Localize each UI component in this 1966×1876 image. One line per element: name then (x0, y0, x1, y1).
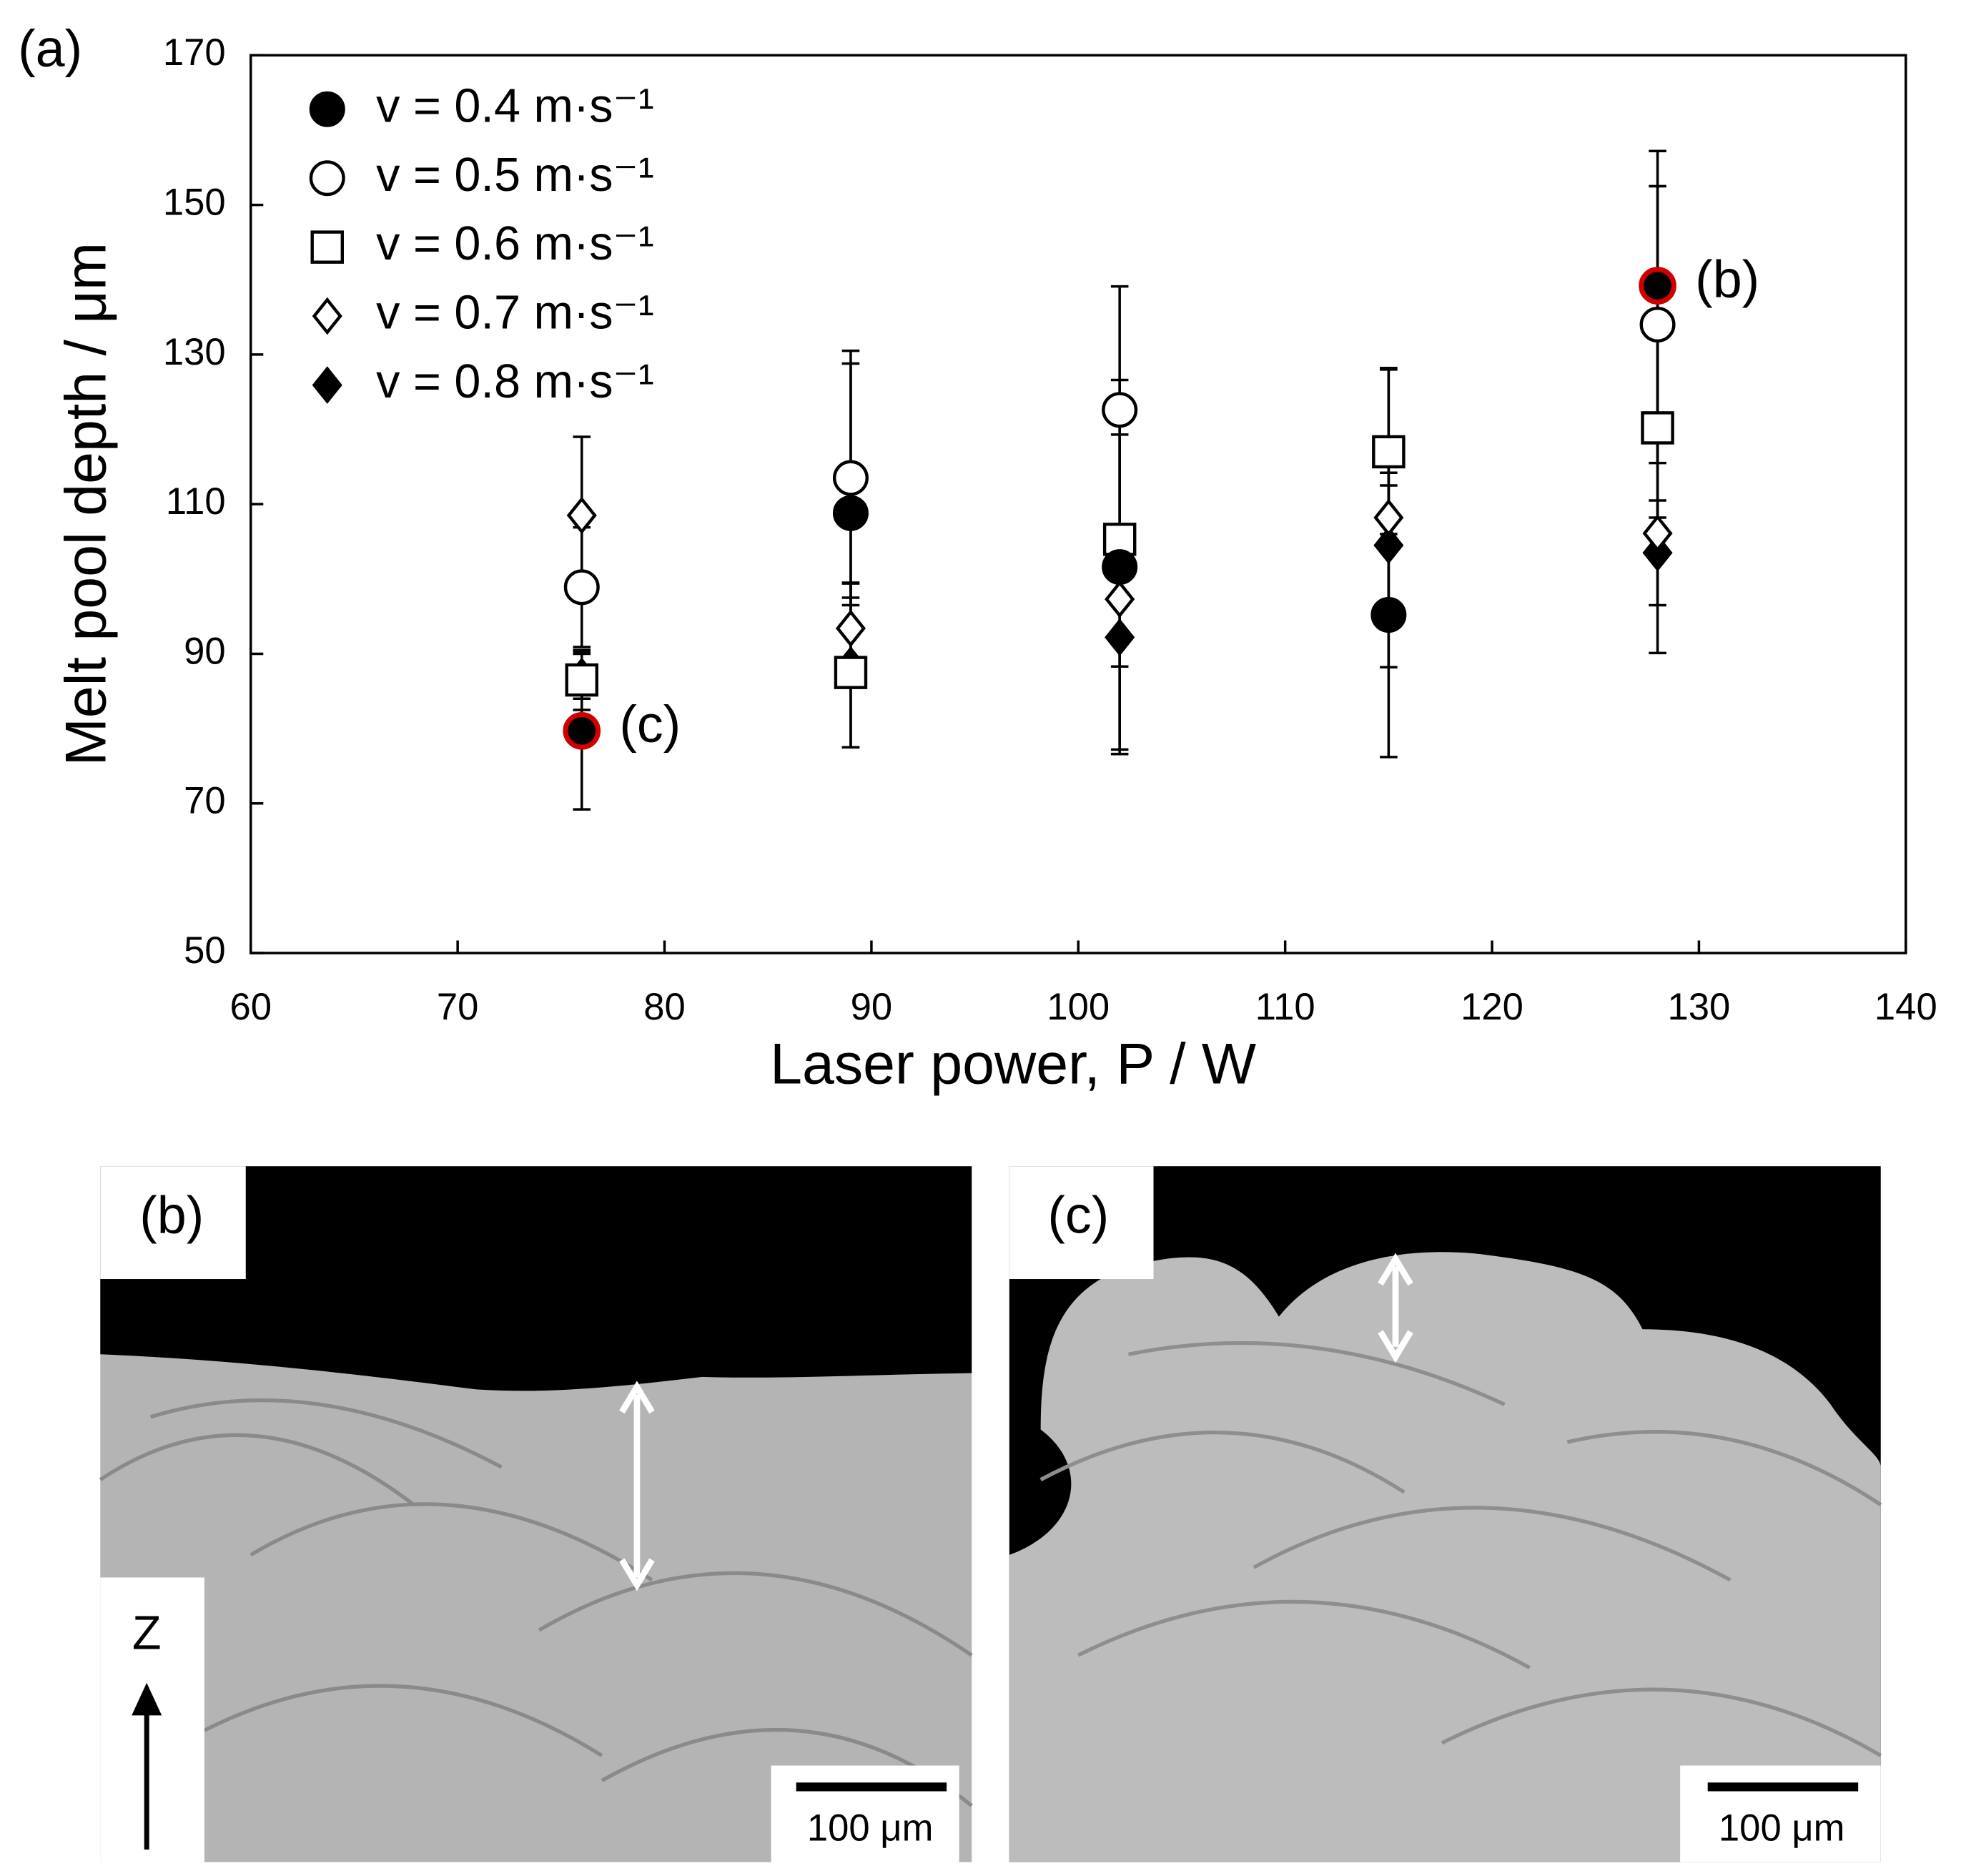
legend-marker (309, 160, 345, 197)
data-point (1105, 618, 1135, 656)
micrograph-c (1009, 1166, 1882, 1862)
x-tick-label: 60 (229, 986, 272, 1028)
data-point (832, 495, 869, 531)
data-point (563, 569, 600, 606)
x-tick-label: 70 (437, 986, 479, 1028)
data-point (1373, 498, 1404, 537)
y-tick-label: 110 (166, 480, 226, 523)
legend-marker (309, 91, 345, 127)
panel-label: (b) (139, 1185, 204, 1244)
legend-label: v = 0.6 m·s⁻¹ (376, 217, 654, 270)
y-axis-label: Melt pool depth / μm (54, 242, 119, 766)
scale-bar-label: 100 μm (1719, 1807, 1845, 1850)
data-point (1641, 411, 1674, 445)
build-axis-arrowhead (132, 1682, 162, 1716)
data-point (565, 663, 599, 697)
data-point (834, 656, 868, 689)
scale-bar-label: 100 μm (807, 1807, 934, 1850)
data-point (1102, 549, 1138, 586)
panel-label: (a) (18, 19, 82, 78)
data-point (1642, 533, 1673, 572)
data-point (832, 460, 869, 496)
y-tick-label: 90 (184, 630, 226, 672)
y-tick-label: 70 (184, 780, 226, 822)
y-tick-label: 150 (163, 181, 226, 223)
annotation: (b) (1695, 250, 1759, 309)
annotation: (c) (619, 694, 681, 754)
legend-marker (312, 366, 342, 404)
x-tick-label: 130 (1668, 986, 1731, 1028)
x-tick-label: 90 (851, 986, 893, 1028)
legend-marker (310, 230, 344, 264)
data-point (1372, 435, 1406, 469)
x-axis-label: Laser power, P / W (770, 1032, 1256, 1097)
data-point (835, 609, 866, 648)
x-tick-label: 140 (1874, 986, 1937, 1028)
data-point (1105, 580, 1135, 618)
data-point (1102, 392, 1138, 428)
micrograph-b (99, 1166, 973, 1862)
build-axis-label: Z (132, 1606, 162, 1659)
highlight-ring (1639, 267, 1676, 305)
panel-label: (c) (1047, 1185, 1109, 1244)
x-tick-label: 120 (1461, 986, 1523, 1028)
legend-marker (312, 297, 342, 335)
legend-label: v = 0.7 m·s⁻¹ (376, 287, 654, 340)
y-tick-label: 130 (163, 331, 226, 373)
y-tick-label: 50 (184, 929, 226, 972)
legend-label: v = 0.8 m·s⁻¹ (376, 355, 654, 408)
data-point (1370, 597, 1407, 633)
highlight-ring (563, 711, 601, 750)
data-point (566, 496, 597, 535)
x-tick-label: 100 (1047, 986, 1110, 1028)
legend-label: v = 0.5 m·s⁻¹ (376, 149, 654, 202)
data-point (1639, 307, 1676, 343)
legend-label: v = 0.4 m·s⁻¹ (376, 79, 654, 132)
data-point (1373, 526, 1404, 565)
x-tick-label: 80 (643, 986, 686, 1028)
data-point (1642, 514, 1673, 553)
x-tick-label: 110 (1255, 986, 1315, 1028)
y-tick-label: 170 (163, 31, 226, 74)
